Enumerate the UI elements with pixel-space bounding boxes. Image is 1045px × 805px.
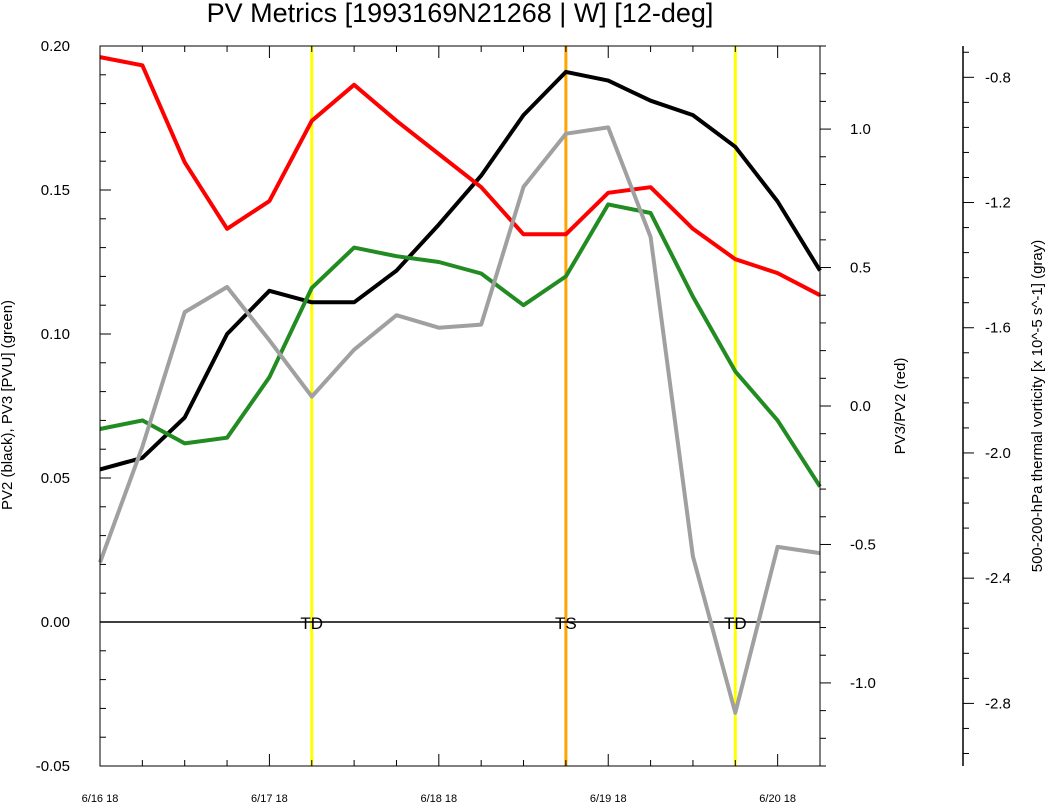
tick-label: -2.0: [985, 445, 1011, 462]
storm-markers: [310, 46, 737, 766]
tick-label: -1.2: [985, 195, 1011, 212]
right-y-axis-vorticity: -2.8 -2.4 -2.0 -1.6 -1.2 -0.8: [962, 46, 1011, 766]
tick-label: -0.8: [985, 69, 1011, 86]
x-tick-label: 6/16 18: [82, 793, 119, 805]
plot-frame: [99, 45, 821, 767]
storm-marker-labels: TD TS TD: [300, 614, 746, 633]
series-line-2: [99, 55, 821, 297]
x-tick-label: 6/17 18: [251, 793, 288, 805]
tick-label: 1.0: [850, 121, 871, 138]
left-y-axis-label: PV2 (black), PV3 [PVU] (green): [0, 300, 16, 510]
series-line-0: [99, 69, 822, 472]
tick-label: 0.20: [41, 38, 70, 55]
left-y-axis: -0.05 0.00 0.05 0.10 0.15 0.20: [36, 38, 111, 775]
x-tick-label: 6/20 18: [759, 793, 796, 805]
tick-label: 0.5: [850, 260, 871, 277]
chart-title: PV Metrics [1993169N21268 | W] [12-deg]: [207, 0, 714, 28]
x-axis: 6/16 18 6/17 18 6/18 18 6/19 18 6/20 18: [82, 46, 821, 805]
x-tick-label: 6/18 18: [420, 793, 457, 805]
tick-label: -0.5: [850, 536, 876, 553]
tick-label: 0.05: [41, 470, 70, 487]
x-tick-label: 6/19 18: [590, 793, 627, 805]
series-line-3: [98, 125, 821, 715]
tick-label: 0.10: [41, 326, 70, 343]
right-y-axis-ratio-label: PV3/PV2 (red): [892, 358, 909, 455]
right-y-axis-ratio: -1.0 -0.5 0.0 0.5 1.0: [820, 45, 876, 767]
storm-marker-label: TS: [555, 614, 577, 633]
tick-label: 0.0: [850, 398, 871, 415]
data-series: [98, 55, 822, 715]
storm-marker-label: TD: [724, 614, 747, 633]
series-line-1: [99, 202, 822, 488]
tick-label: -2.4: [985, 570, 1011, 587]
tick-label: 0.15: [41, 182, 70, 199]
tick-label: 0.00: [41, 614, 70, 631]
storm-marker-label: TD: [300, 614, 323, 633]
right-y-axis-vorticity-label: 500-200-hPa thermal vorticity [x 10^-5 s…: [1029, 240, 1045, 573]
tick-label: -1.6: [985, 320, 1011, 337]
tick-label: -1.0: [850, 675, 876, 692]
tick-label: -2.8: [985, 695, 1011, 712]
tick-label: -0.05: [36, 758, 70, 775]
